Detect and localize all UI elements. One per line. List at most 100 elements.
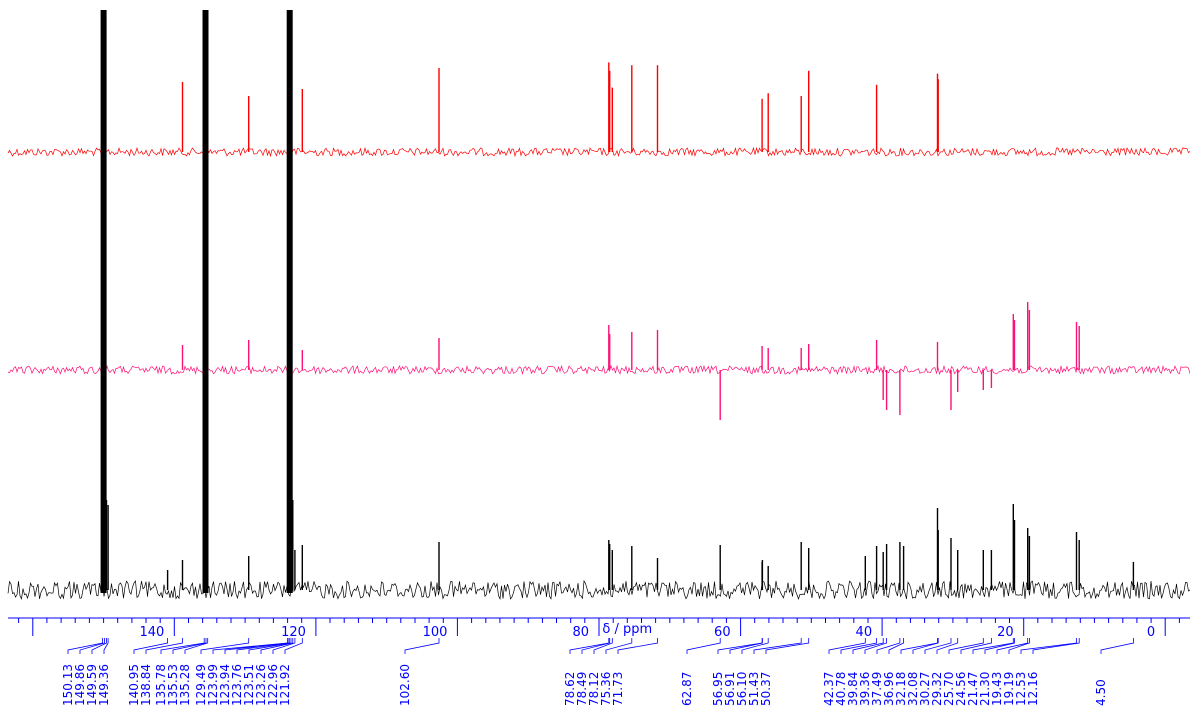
peak-label: 123.51 xyxy=(242,664,256,706)
peak-label-connector xyxy=(224,638,289,654)
peak-label: 78.62 xyxy=(563,672,577,706)
solvent-peak xyxy=(286,10,293,593)
peak-label: 24.56 xyxy=(954,672,968,706)
peak-label-connector xyxy=(133,638,168,654)
peak-label: 25.70 xyxy=(942,672,956,706)
x-axis-label: δ / ppm xyxy=(602,622,652,637)
peak-label: 75.36 xyxy=(599,672,613,706)
peak-label: 30.27 xyxy=(918,672,932,706)
peak-label: 39.36 xyxy=(858,672,872,706)
peak-label-connector xyxy=(1008,638,1030,654)
x-tick-label: 20 xyxy=(997,625,1014,640)
peak-label: 21.30 xyxy=(978,672,992,706)
peak-label: 62.87 xyxy=(680,672,694,706)
peak-label: 123.26 xyxy=(254,664,268,706)
peak-label: 102.60 xyxy=(398,664,412,706)
peak-label-connector xyxy=(984,638,1015,654)
peak-label: 21.47 xyxy=(966,672,980,706)
peak-label-connector xyxy=(172,638,207,654)
peak-label-connector xyxy=(605,638,633,654)
peak-label-connector xyxy=(840,638,877,654)
peak-label: 135.28 xyxy=(178,664,192,706)
x-tick-label: 40 xyxy=(856,625,873,640)
peak-label-connector xyxy=(103,638,109,654)
x-axis: 140 120 100 80 60 40 20 0 δ / ppm xyxy=(8,617,1190,640)
x-tick-label: 60 xyxy=(714,625,731,640)
peak-label: 123.99 xyxy=(206,664,220,706)
peak-label-connector xyxy=(1020,638,1077,654)
trace-1 xyxy=(7,12,1190,158)
peak-label-connector xyxy=(593,638,613,654)
peak-label: 36.96 xyxy=(882,672,896,706)
peak-label-connector xyxy=(248,638,292,654)
peak-label-connector xyxy=(79,638,105,654)
peak-label-connector xyxy=(828,638,866,654)
peak-label-connector xyxy=(1032,638,1080,654)
solvent-peak xyxy=(202,10,209,593)
peak-label: 150.13 xyxy=(61,664,75,706)
x-tick-label: 100 xyxy=(423,625,448,640)
peak-label: 149.36 xyxy=(97,664,111,706)
peak-label: 149.59 xyxy=(85,664,99,706)
peak-label: 123.76 xyxy=(230,664,244,706)
spectrum-traces xyxy=(7,10,1190,601)
peak-label: 78.12 xyxy=(587,672,601,706)
peak-label-connector xyxy=(1100,638,1134,654)
peak-label: 140.95 xyxy=(127,664,141,706)
peak-label: 135.78 xyxy=(154,664,168,706)
peak-label: 122.96 xyxy=(266,664,280,706)
trace-1-baseline xyxy=(7,146,1190,158)
peak-label: 32.18 xyxy=(894,672,908,706)
peak-label: 56.91 xyxy=(723,672,737,706)
peak-label: 56.95 xyxy=(711,672,725,706)
peak-label-connector xyxy=(936,638,959,654)
peak-label-connector xyxy=(184,638,209,654)
peak-label-connector xyxy=(924,638,952,654)
peak-label-connector xyxy=(617,638,658,654)
x-tick-label: 80 xyxy=(572,625,589,640)
peak-label-connector xyxy=(888,638,904,654)
peak-label-connector xyxy=(686,638,721,654)
peak-label: 32.08 xyxy=(906,672,920,706)
peak-label: 56.10 xyxy=(735,672,749,706)
peak-label: 51.43 xyxy=(747,672,761,706)
peak-label-connector xyxy=(581,638,611,654)
peak-label-connector xyxy=(91,638,107,654)
peak-label: 19.19 xyxy=(1002,672,1016,706)
trace-3 xyxy=(7,490,1190,601)
peak-label-connector xyxy=(67,638,103,654)
peak-label-connector xyxy=(864,638,887,654)
solvent-peak xyxy=(100,10,107,593)
peak-label: 138.84 xyxy=(139,664,153,706)
peak-label: 149.86 xyxy=(73,664,87,706)
peak-label: 19.43 xyxy=(990,672,1004,706)
peak-label-connector xyxy=(765,638,810,654)
peak-label-connector xyxy=(284,638,303,654)
peak-label-connector xyxy=(876,638,901,654)
peak-label-connector xyxy=(852,638,884,654)
peak-label-connector xyxy=(272,638,296,654)
trace-2 xyxy=(7,270,1190,420)
peak-label-connector xyxy=(212,638,288,654)
peak-label-connector xyxy=(948,638,984,654)
peak-label: 12.53 xyxy=(1014,672,1028,706)
peak-label: 123.94 xyxy=(218,664,232,706)
peak-label-connector xyxy=(753,638,802,654)
peak-label-connector xyxy=(236,638,290,654)
x-tick-label: 120 xyxy=(281,625,306,640)
peak-label: 50.37 xyxy=(759,672,773,706)
peak-label: 42.37 xyxy=(822,672,836,706)
peak-label-connector xyxy=(960,638,992,654)
peak-label: 37.49 xyxy=(870,672,884,706)
peak-label-connector xyxy=(569,638,610,654)
peak-label: 39.84 xyxy=(846,672,860,706)
peak-label: 71.73 xyxy=(611,672,625,706)
peak-label-connector xyxy=(900,638,938,654)
peak-label-connector xyxy=(729,638,763,654)
peak-label-connector xyxy=(160,638,205,654)
peak-label: 78.49 xyxy=(575,672,589,706)
peak-label: 29.32 xyxy=(930,672,944,706)
peak-label: 121.92 xyxy=(278,664,292,706)
